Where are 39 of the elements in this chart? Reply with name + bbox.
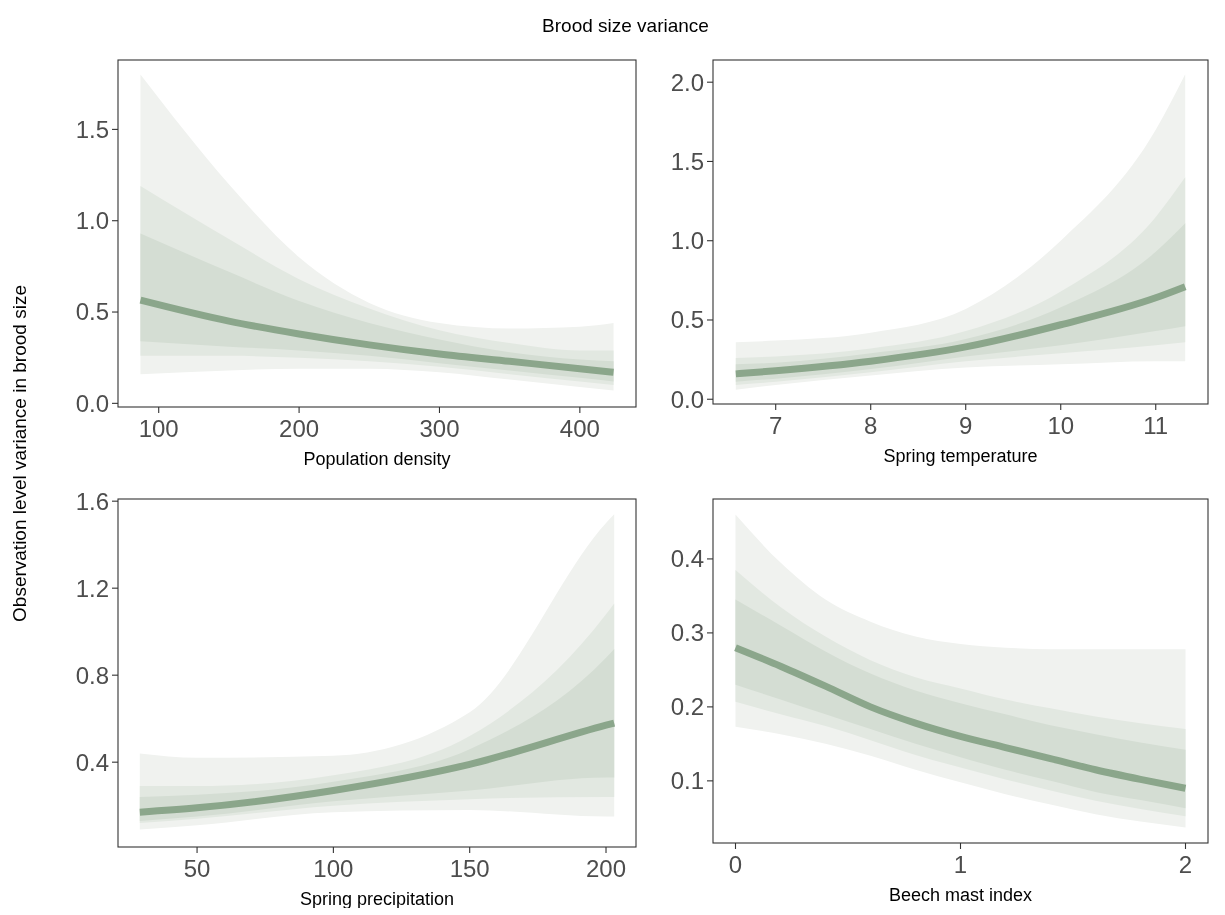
y-tick-label: 1.2 xyxy=(75,574,109,602)
x-tick-label: 400 xyxy=(559,415,600,442)
y-tick-label: 0.5 xyxy=(670,306,704,334)
y-tick-label: 1.0 xyxy=(75,207,109,235)
x-tick-label: 10 xyxy=(1047,412,1075,439)
y-tick-label: 0.3 xyxy=(670,619,704,647)
x-tick-label: 1 xyxy=(953,851,968,878)
x-tick-label: 50 xyxy=(183,855,211,882)
y-tick-label: 0.4 xyxy=(75,748,109,776)
x-tick-label: 200 xyxy=(279,415,320,442)
x-tick-label: 8 xyxy=(864,412,878,439)
y-tick-label: 1.6 xyxy=(75,487,109,515)
y-tick-label: 0.0 xyxy=(670,385,704,413)
x-axis-title: Spring temperature xyxy=(883,446,1038,466)
y-tick-label: 0.5 xyxy=(75,298,109,326)
y-tick-label: 0.2 xyxy=(670,693,704,721)
x-tick-label: 0 xyxy=(728,851,743,878)
x-tick-label: 200 xyxy=(585,855,627,882)
y-tick-label: 1.5 xyxy=(670,147,704,175)
x-tick-label: 300 xyxy=(419,415,460,442)
y-tick-label: 2.0 xyxy=(670,68,704,96)
x-tick-label: 150 xyxy=(449,855,490,882)
x-axis-title: Spring precipitation xyxy=(299,889,455,909)
y-axis-title: Observation level variance in brood size xyxy=(9,285,30,622)
chart-title: Brood size variance xyxy=(542,15,709,36)
y-tick-label: 0.8 xyxy=(75,661,109,689)
x-axis-title: Population density xyxy=(303,449,451,469)
x-tick-label: 100 xyxy=(138,415,179,442)
x-tick-label: 100 xyxy=(313,855,354,882)
y-tick-label: 1.0 xyxy=(670,227,704,255)
y-tick-label: 0.1 xyxy=(670,767,704,795)
x-tick-label: 9 xyxy=(959,412,973,439)
y-tick-label: 0.4 xyxy=(670,545,704,573)
x-tick-label: 11 xyxy=(1143,412,1169,439)
x-tick-label: 2 xyxy=(1178,851,1193,878)
x-tick-label: 7 xyxy=(769,412,783,439)
y-tick-label: 0.0 xyxy=(75,389,109,417)
y-tick-label: 1.5 xyxy=(75,115,109,143)
x-axis-title: Beech mast index xyxy=(888,885,1033,905)
